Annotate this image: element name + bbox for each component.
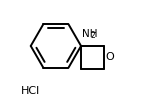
Text: NH: NH [82, 29, 97, 39]
Text: HCl: HCl [21, 86, 40, 96]
Text: 2: 2 [91, 31, 95, 40]
Text: O: O [105, 52, 114, 62]
